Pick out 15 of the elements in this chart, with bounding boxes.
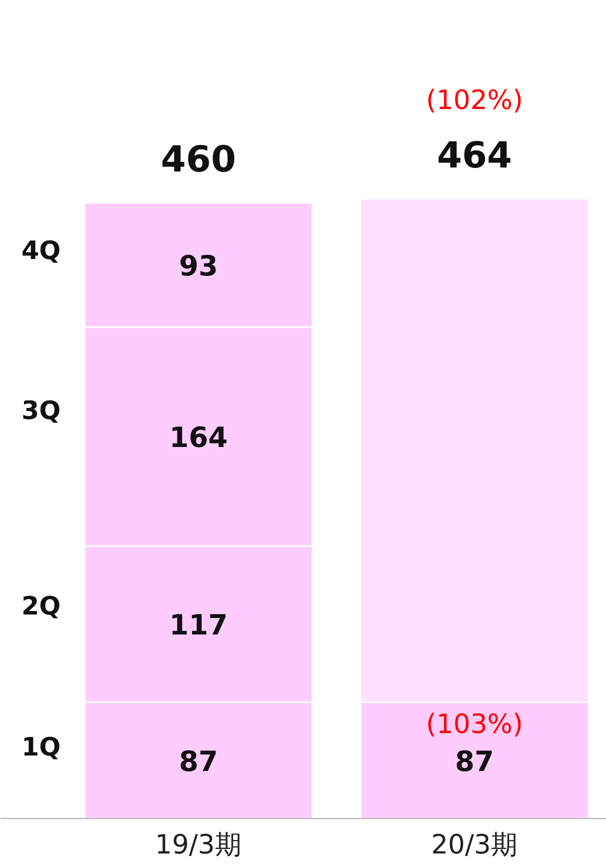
series-label: 3Q <box>22 395 61 426</box>
series-label: 1Q <box>22 731 61 762</box>
text: (102%) <box>426 85 524 116</box>
data-label: 87 <box>455 744 494 778</box>
data-label: 87 <box>178 744 218 778</box>
total-label: 464 <box>436 135 512 176</box>
data-label: 93 <box>178 249 218 282</box>
total-label: 460 <box>160 139 236 180</box>
x-tick-label: 19/3期 <box>155 830 242 860</box>
data-label: 117 <box>169 608 228 642</box>
x-tick-label: 20/3期 <box>431 830 518 860</box>
series-label: 4Q <box>22 235 61 266</box>
annotation: (103%) <box>426 708 524 740</box>
series-label: 2Q <box>22 590 61 620</box>
data-label: 164 <box>169 421 228 454</box>
